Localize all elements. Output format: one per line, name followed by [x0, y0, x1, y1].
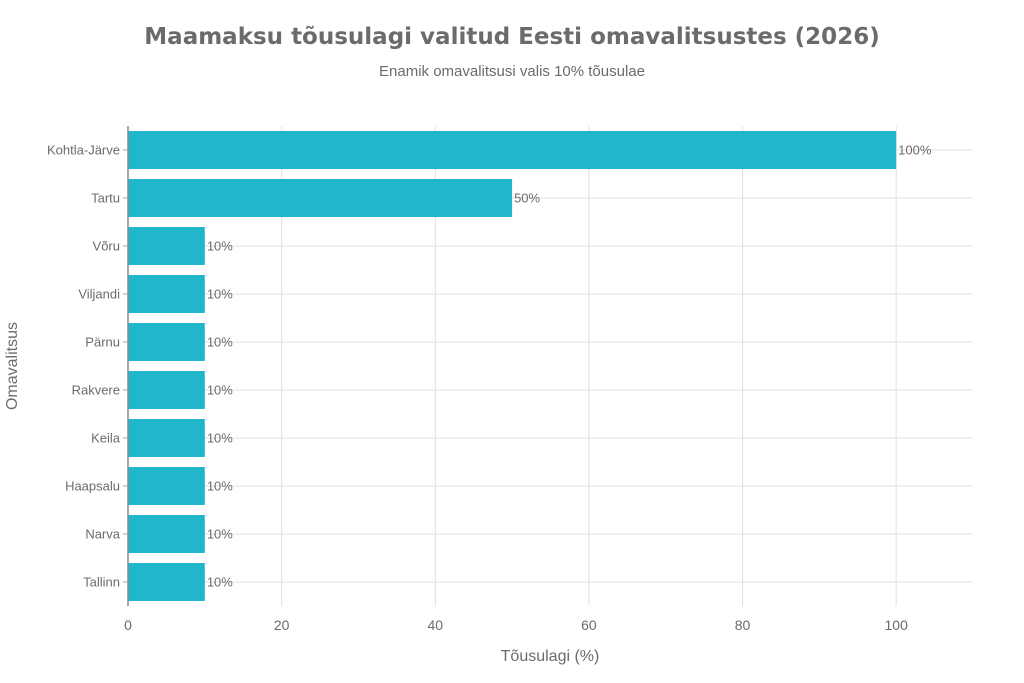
- bar: [128, 323, 205, 361]
- chart-subtitle: Enamik omavalitsusi valis 10% tõusulae: [379, 63, 645, 80]
- data-label: 10%: [207, 479, 233, 494]
- data-label: 10%: [207, 575, 233, 590]
- x-tick-label: 100: [885, 617, 909, 633]
- bar: [128, 131, 897, 169]
- data-label: 10%: [207, 335, 233, 350]
- y-axis-label: Omavalitsus: [4, 322, 21, 410]
- chart-title: Maamaksu tõusulagi valitud Eesti omavali…: [144, 24, 879, 50]
- x-tick-label: 20: [274, 617, 290, 633]
- bar: [128, 371, 205, 409]
- y-tick-label: Tallinn: [83, 575, 120, 590]
- bar: [128, 515, 205, 553]
- data-label: 100%: [898, 143, 932, 158]
- bar: [128, 227, 205, 265]
- data-label: 10%: [207, 287, 233, 302]
- y-tick-label: Rakvere: [72, 383, 120, 398]
- x-tick-label: 80: [735, 617, 751, 633]
- y-tick-label: Keila: [91, 431, 121, 446]
- y-tick-label: Tartu: [91, 191, 120, 206]
- bar: [128, 467, 205, 505]
- data-label: 10%: [207, 239, 233, 254]
- bar: [128, 179, 513, 217]
- x-tick-label: 0: [124, 617, 132, 633]
- x-axis-label: Tõusulagi (%): [501, 648, 600, 665]
- y-tick-label: Viljandi: [78, 287, 120, 302]
- y-tick-label: Võru: [93, 239, 120, 254]
- bar: [128, 419, 205, 457]
- x-tick-label: 60: [581, 617, 597, 633]
- bar: [128, 563, 205, 601]
- y-tick-label: Pärnu: [85, 335, 120, 350]
- data-label: 50%: [514, 191, 540, 206]
- x-tick-label: 40: [427, 617, 443, 633]
- data-label: 10%: [207, 527, 233, 542]
- bar: [128, 275, 205, 313]
- y-tick-label: Kohtla-Järve: [47, 143, 120, 158]
- y-tick-label: Narva: [85, 527, 120, 542]
- y-tick-label: Haapsalu: [65, 479, 120, 494]
- data-label: 10%: [207, 383, 233, 398]
- data-label: 10%: [207, 431, 233, 446]
